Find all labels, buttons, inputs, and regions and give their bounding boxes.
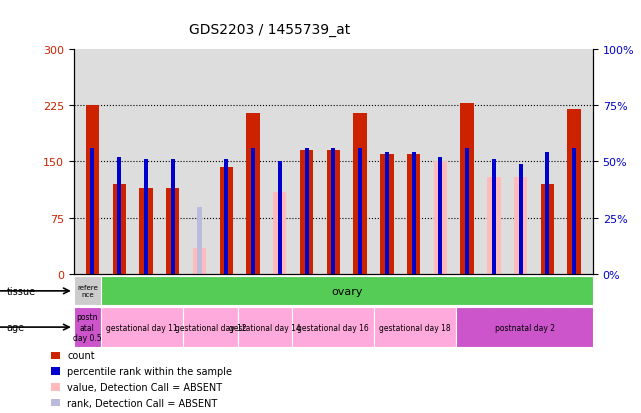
Bar <box>545 153 549 275</box>
Bar <box>74 308 101 347</box>
Bar <box>220 167 233 275</box>
Text: value, Detection Call = ABSENT: value, Detection Call = ABSENT <box>67 382 222 392</box>
Bar <box>101 308 183 347</box>
Text: age: age <box>6 322 24 332</box>
Bar <box>407 154 420 275</box>
Bar <box>292 308 374 347</box>
Bar <box>246 113 260 275</box>
Text: gestational day 18: gestational day 18 <box>379 323 451 332</box>
Bar <box>572 149 576 275</box>
Text: count: count <box>67 351 95 361</box>
Bar <box>117 158 121 275</box>
Bar <box>353 113 367 275</box>
Text: tissue: tissue <box>6 286 35 296</box>
Text: rank, Detection Call = ABSENT: rank, Detection Call = ABSENT <box>67 398 217 408</box>
Bar <box>278 162 282 275</box>
Bar <box>171 160 175 275</box>
Bar <box>183 308 238 347</box>
Bar <box>113 185 126 275</box>
Bar <box>238 308 292 347</box>
Bar <box>438 160 442 275</box>
Text: GDS2203 / 1455739_at: GDS2203 / 1455739_at <box>188 23 350 37</box>
Text: gestational day 12: gestational day 12 <box>174 323 246 332</box>
Bar <box>541 185 554 275</box>
Bar <box>331 149 335 275</box>
Bar <box>374 308 456 347</box>
Bar <box>251 149 255 275</box>
Text: ovary: ovary <box>331 286 363 296</box>
Bar <box>380 154 394 275</box>
Text: gestational day 16: gestational day 16 <box>297 323 369 332</box>
Bar <box>514 177 528 275</box>
Bar <box>438 158 442 275</box>
Text: refere
nce: refere nce <box>77 285 98 298</box>
Bar <box>567 109 581 275</box>
Bar <box>385 153 389 275</box>
Bar <box>358 149 362 275</box>
Text: percentile rank within the sample: percentile rank within the sample <box>67 366 232 376</box>
Bar <box>166 188 179 275</box>
Bar <box>144 160 148 275</box>
Bar <box>327 151 340 275</box>
Bar <box>197 207 201 275</box>
Text: gestational day 14: gestational day 14 <box>229 323 301 332</box>
Bar <box>465 149 469 275</box>
Bar <box>193 248 206 275</box>
Bar <box>434 162 447 275</box>
Bar <box>86 106 99 275</box>
Bar <box>460 104 474 275</box>
Bar <box>90 149 94 275</box>
Text: postnatal day 2: postnatal day 2 <box>495 323 554 332</box>
Bar <box>278 164 282 275</box>
Bar <box>224 160 228 275</box>
Text: gestational day 11: gestational day 11 <box>106 323 178 332</box>
Bar <box>300 151 313 275</box>
Bar <box>304 149 308 275</box>
Bar <box>492 160 496 275</box>
Bar <box>519 164 522 275</box>
Bar <box>487 177 501 275</box>
Bar <box>273 192 287 275</box>
Bar <box>74 277 101 306</box>
Bar <box>456 308 593 347</box>
Text: postn
atal
day 0.5: postn atal day 0.5 <box>73 313 102 342</box>
Bar <box>412 153 415 275</box>
Bar <box>139 188 153 275</box>
